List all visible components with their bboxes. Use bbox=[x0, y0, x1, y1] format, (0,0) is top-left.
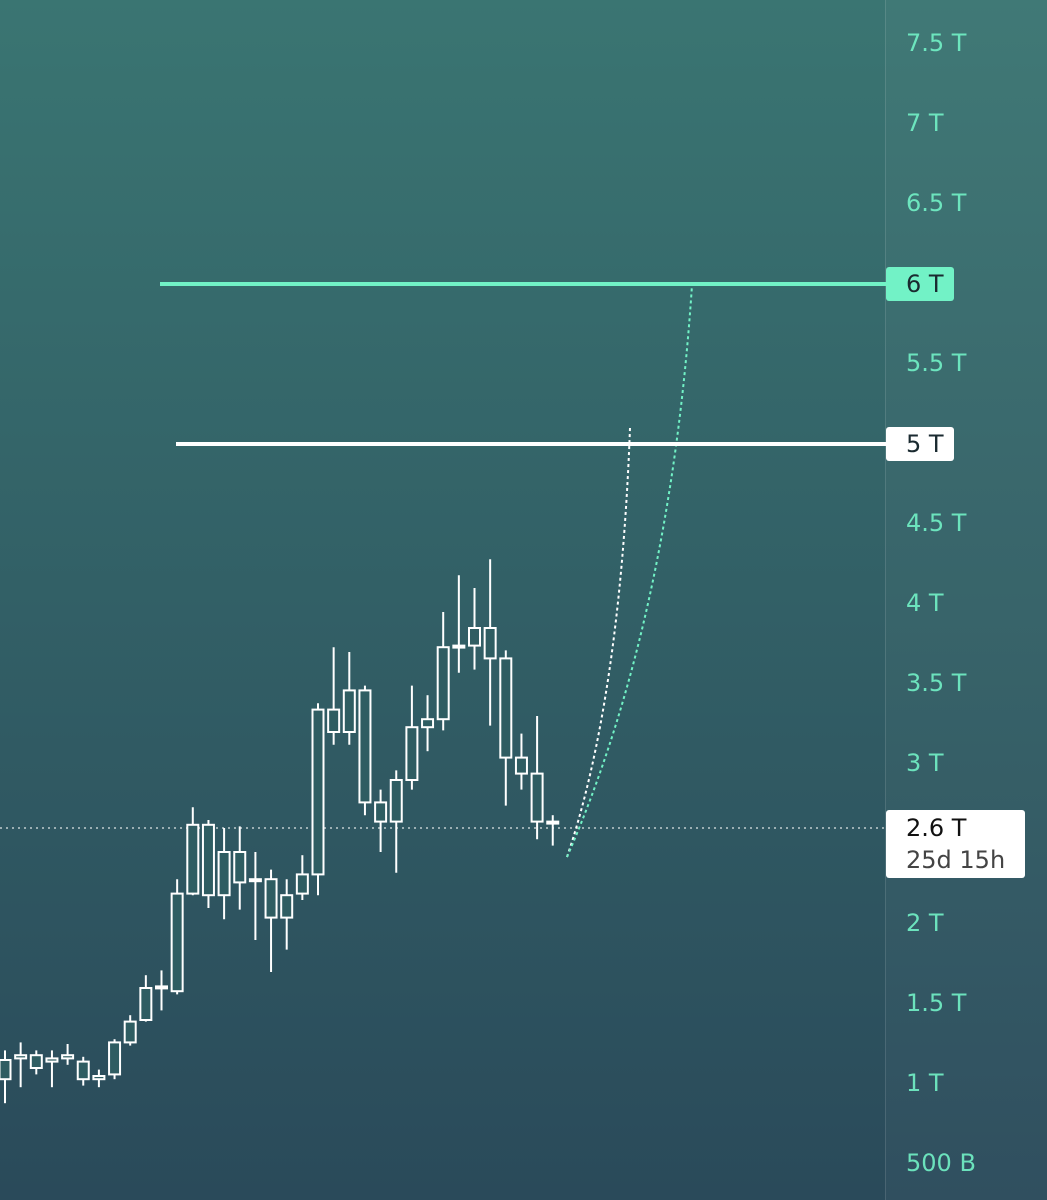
candle-body bbox=[45, 1057, 59, 1063]
candle-body bbox=[468, 627, 481, 647]
candle-body bbox=[374, 801, 388, 823]
level-label-box bbox=[886, 427, 954, 461]
y-tick-label: 2 T bbox=[906, 909, 944, 937]
candle-body bbox=[499, 657, 513, 759]
candle-body bbox=[233, 851, 247, 884]
candle-body bbox=[546, 820, 560, 825]
candle-body bbox=[155, 985, 168, 990]
candle-body bbox=[436, 646, 450, 721]
candle-body bbox=[483, 627, 497, 660]
candle-body bbox=[217, 851, 231, 897]
projection-curve bbox=[566, 284, 693, 858]
candle-body bbox=[311, 708, 325, 876]
y-tick-label: 3 T bbox=[906, 749, 944, 777]
candle-body bbox=[514, 756, 528, 775]
y-tick-label: 4.5 T bbox=[906, 509, 967, 537]
level-label: 5 T bbox=[906, 430, 944, 458]
candle-body bbox=[123, 1020, 137, 1044]
candle-body bbox=[295, 873, 309, 895]
candle-body bbox=[327, 708, 341, 733]
candle-body bbox=[452, 644, 466, 649]
countdown-label: 25d 15h bbox=[906, 846, 1005, 874]
y-tick-label: 500 B bbox=[906, 1149, 976, 1177]
y-tick-label: 1.5 T bbox=[906, 989, 967, 1017]
candle-body bbox=[0, 1059, 12, 1081]
candle-body bbox=[92, 1075, 106, 1081]
candle-body bbox=[421, 718, 435, 729]
candle-body bbox=[14, 1054, 28, 1060]
y-tick-label: 4 T bbox=[906, 589, 944, 617]
current-price-box bbox=[886, 810, 1025, 878]
candle-body bbox=[201, 823, 215, 897]
y-tick-label: 7.5 T bbox=[906, 29, 967, 57]
y-tick-label: 3.5 T bbox=[906, 669, 967, 697]
candle-body bbox=[108, 1041, 122, 1076]
candle-body bbox=[170, 892, 184, 993]
candle-body bbox=[186, 823, 200, 895]
candle-body bbox=[61, 1054, 75, 1060]
y-tick-label: 1 T bbox=[906, 1069, 944, 1097]
candle-body bbox=[248, 878, 262, 883]
candle-body bbox=[280, 894, 294, 919]
candle-body bbox=[139, 987, 153, 1021]
y-tick-label: 5.5 T bbox=[906, 349, 967, 377]
candle-body bbox=[342, 689, 356, 734]
candle-body bbox=[264, 878, 278, 919]
candle-body bbox=[29, 1054, 43, 1069]
candle-body bbox=[530, 772, 544, 823]
candle-body bbox=[389, 779, 403, 823]
candle-body bbox=[76, 1060, 90, 1081]
level-label: 6 T bbox=[906, 270, 944, 298]
level-label-box bbox=[886, 267, 954, 301]
y-tick-label: 7 T bbox=[906, 109, 944, 137]
y-tick-label: 6.5 T bbox=[906, 189, 967, 217]
candle-body bbox=[358, 689, 372, 804]
current-price-label: 2.6 T bbox=[906, 814, 967, 842]
candle-body bbox=[405, 726, 419, 782]
